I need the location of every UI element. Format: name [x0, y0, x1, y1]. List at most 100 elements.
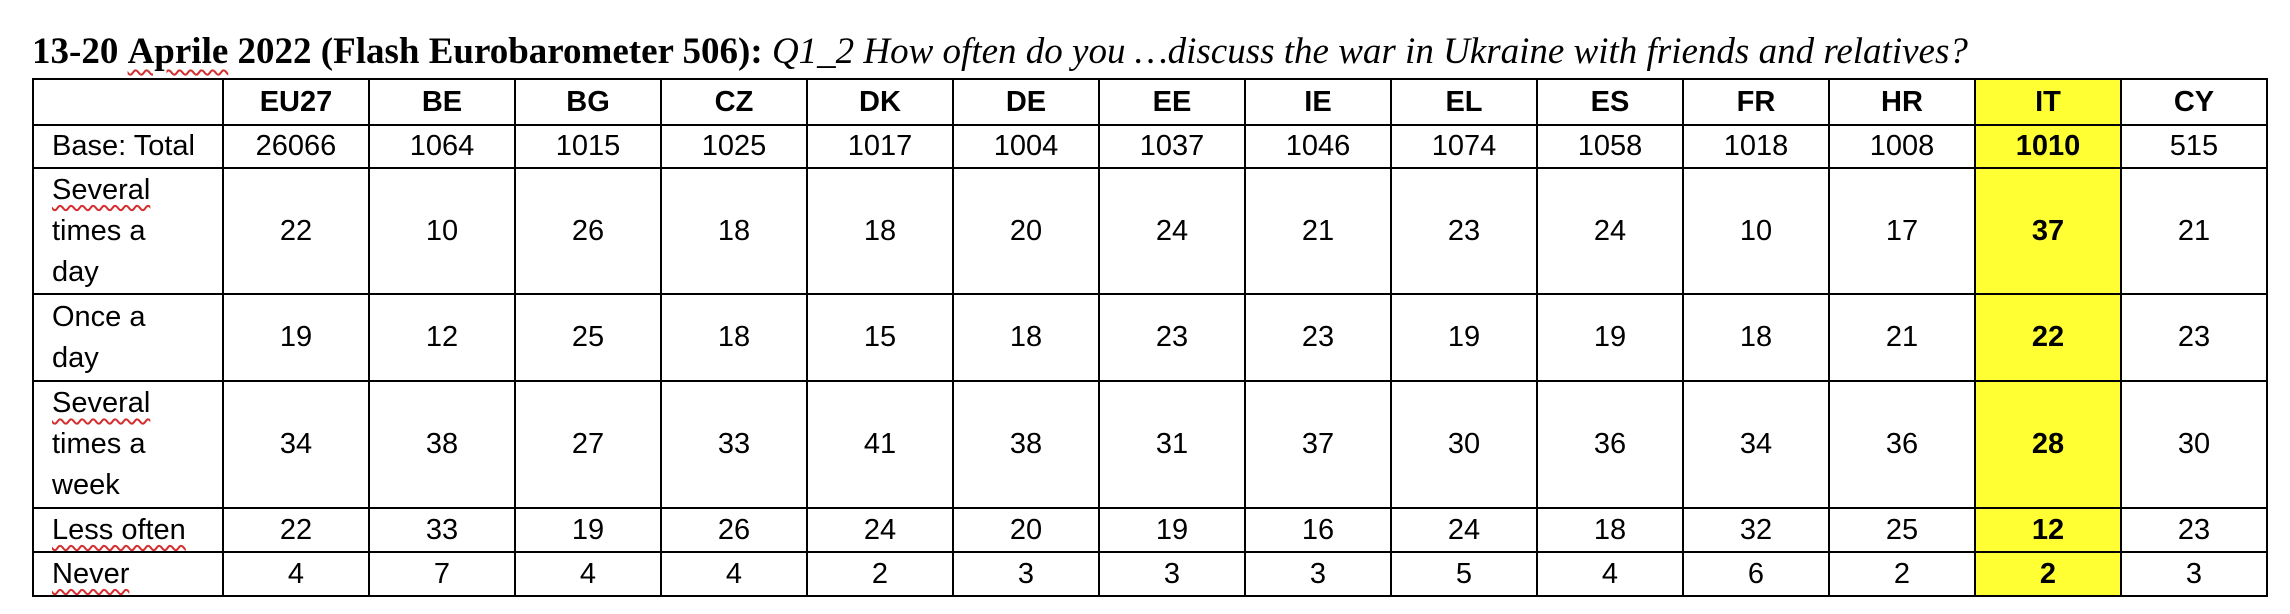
table-cell: 26066 [222, 124, 370, 169]
table-cell: 3 [2120, 551, 2268, 597]
column-header-highlighted: IT [1974, 78, 2122, 126]
table-cell-highlighted: 12 [1974, 507, 2122, 553]
table-cell: 33 [660, 380, 808, 509]
corner-cell [32, 78, 224, 126]
table-cell: 18 [952, 293, 1100, 382]
table-cell: 2 [1828, 551, 1976, 597]
table-cell: 25 [1828, 507, 1976, 553]
row-label: Never [32, 551, 224, 597]
table-cell: 1064 [368, 124, 516, 169]
column-header: FR [1682, 78, 1830, 126]
table-cell: 4 [1536, 551, 1684, 597]
table-cell: 18 [1536, 507, 1684, 553]
table-cell: 34 [222, 380, 370, 509]
title-date: 13-20 [32, 31, 119, 72]
row-label-line: Once a [52, 300, 146, 333]
row-label-line: week [52, 469, 120, 501]
table-cell-highlighted: 28 [1974, 380, 2122, 509]
table-cell: 17 [1828, 167, 1976, 295]
table-cell: 3 [1244, 551, 1392, 597]
table-cell: 19 [222, 293, 370, 382]
column-header: ES [1536, 78, 1684, 126]
row-label-line: day [52, 255, 99, 288]
column-header: EU27 [222, 78, 370, 126]
table-row-base-total: Base: Total 26066 1064 1015 1025 1017 10… [32, 124, 2268, 169]
row-label: Less often [32, 507, 224, 553]
table-cell: 19 [1536, 293, 1684, 382]
table-cell-highlighted: 37 [1974, 167, 2122, 295]
table-cell: 4 [660, 551, 808, 597]
table-cell: 19 [1098, 507, 1246, 553]
table-cell: 37 [1244, 380, 1392, 509]
table-cell: 18 [1682, 293, 1830, 382]
title-month: Aprile [127, 31, 229, 72]
title-source: 2022 (Flash Eurobarometer 506): [228, 31, 763, 72]
table-cell-highlighted: 1010 [1974, 124, 2122, 169]
title-question: Q1_2 How often do you …discuss the war i… [762, 31, 1968, 72]
table-cell: 21 [1828, 293, 1976, 382]
table-cell: 34 [1682, 380, 1830, 509]
column-header: BE [368, 78, 516, 126]
table-cell: 23 [1244, 293, 1392, 382]
row-label-line: day [52, 341, 99, 374]
table-cell: 19 [514, 507, 662, 553]
table-cell-highlighted: 2 [1974, 551, 2122, 597]
table-cell: 1008 [1828, 124, 1976, 169]
row-label-line: times a [52, 428, 146, 460]
row-label-line: times a [52, 214, 146, 247]
table-row-several-times-a-week: Several times a week 34 38 27 33 41 38 3… [32, 380, 2268, 509]
table-cell: 19 [1390, 293, 1538, 382]
table-cell: 16 [1244, 507, 1392, 553]
table-cell: 1037 [1098, 124, 1246, 169]
table-cell: 26 [660, 507, 808, 553]
table-cell: 23 [2120, 507, 2268, 553]
table-row-once-a-day: Once a day 19 12 25 18 15 18 23 23 19 19… [32, 293, 2268, 382]
table-cell: 31 [1098, 380, 1246, 509]
table-cell: 38 [368, 380, 516, 509]
row-label: Several times a day [32, 167, 224, 295]
table-cell: 22 [222, 507, 370, 553]
table-row-several-times-a-day: Several times a day 22 10 26 18 18 20 24… [32, 167, 2268, 295]
table-cell: 24 [1536, 167, 1684, 295]
table-cell-highlighted: 22 [1974, 293, 2122, 382]
table-cell: 24 [1390, 507, 1538, 553]
table-cell: 12 [368, 293, 516, 382]
table-cell: 1074 [1390, 124, 1538, 169]
table-cell: 1015 [514, 124, 662, 169]
table-cell: 21 [1244, 167, 1392, 295]
row-label-line: Less often [52, 513, 186, 546]
table-cell: 24 [806, 507, 954, 553]
table-cell: 2 [806, 551, 954, 597]
table-cell: 41 [806, 380, 954, 509]
table-cell: 18 [660, 293, 808, 382]
table-cell: 18 [660, 167, 808, 295]
column-header: EL [1390, 78, 1538, 126]
table-cell: 4 [514, 551, 662, 597]
table-cell: 3 [1098, 551, 1246, 597]
row-label: Several times a week [32, 380, 224, 509]
table-cell: 33 [368, 507, 516, 553]
table-cell: 10 [368, 167, 516, 295]
table-cell: 10 [1682, 167, 1830, 295]
table-cell: 30 [2120, 380, 2268, 509]
table-cell: 26 [514, 167, 662, 295]
row-label-line: Never [52, 557, 130, 590]
column-header: CY [2120, 78, 2268, 126]
document-title: 13-20 Aprile 2022 (Flash Eurobarometer 5… [32, 30, 1968, 74]
table-cell: 20 [952, 507, 1100, 553]
table-cell: 36 [1828, 380, 1976, 509]
row-label: Base: Total [32, 124, 224, 169]
table-cell: 1017 [806, 124, 954, 169]
column-header: DE [952, 78, 1100, 126]
table-cell: 515 [2120, 124, 2268, 169]
table-cell: 1018 [1682, 124, 1830, 169]
header-row: EU27 BE BG CZ DK DE EE IE EL ES FR HR IT… [32, 78, 2268, 126]
table-cell: 22 [222, 167, 370, 295]
table-cell: 7 [368, 551, 516, 597]
table-cell: 23 [1390, 167, 1538, 295]
table-cell: 23 [2120, 293, 2268, 382]
results-table: EU27 BE BG CZ DK DE EE IE EL ES FR HR IT… [32, 78, 2268, 597]
column-header: BG [514, 78, 662, 126]
table-cell: 1058 [1536, 124, 1684, 169]
table-cell: 1025 [660, 124, 808, 169]
